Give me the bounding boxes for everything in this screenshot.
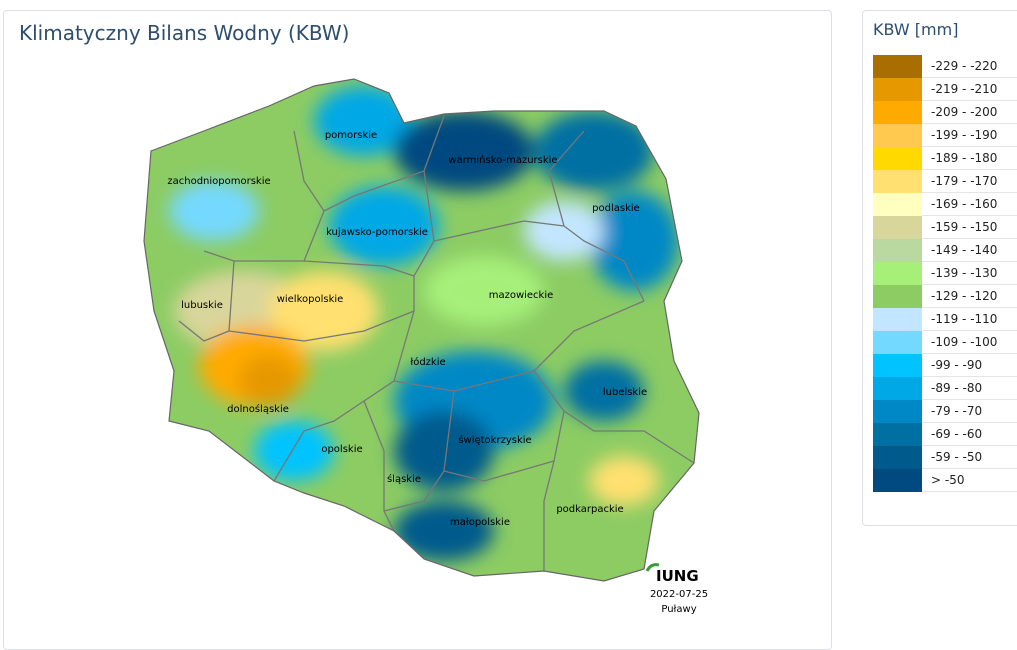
legend-label: -179 - -170 — [931, 174, 998, 188]
title: Klimatyczny Bilans Wodny (KBW) — [19, 21, 350, 45]
legend-swatch — [873, 124, 922, 147]
legend-label: -199 - -190 — [931, 128, 998, 142]
legend-item: -129 - -120 — [873, 285, 1017, 308]
legend-swatch — [873, 446, 922, 469]
legend-swatch — [873, 193, 922, 216]
legend-swatch — [873, 400, 922, 423]
legend-item: -169 - -160 — [873, 193, 1017, 216]
legend-label: -69 - -60 — [931, 427, 983, 441]
region-label: lubelskie — [603, 387, 647, 398]
region-label: opolskie — [321, 444, 362, 455]
legend-item: -119 - -110 — [873, 308, 1017, 331]
legend-swatch — [873, 469, 922, 492]
legend-item: -59 - -50 — [873, 446, 1017, 469]
legend-label: -129 - -120 — [931, 289, 998, 303]
legend-item: -89 - -80 — [873, 377, 1017, 400]
legend-swatch — [873, 170, 922, 193]
legend-swatch — [873, 55, 922, 78]
region-label: wielkopolskie — [277, 294, 344, 305]
legend-item: -199 - -190 — [873, 124, 1017, 147]
legend-swatch — [873, 285, 922, 308]
region-label: podlaskie — [592, 203, 640, 214]
legend-item: -139 - -130 — [873, 262, 1017, 285]
legend-label: -109 - -100 — [931, 335, 998, 349]
legend-swatch — [873, 377, 922, 400]
legend-label: -229 - -220 — [931, 59, 998, 73]
logo-mark — [645, 563, 660, 572]
legend-label: -139 - -130 — [931, 266, 998, 280]
legend-item: -149 - -140 — [873, 239, 1017, 262]
legend-label: -79 - -70 — [931, 404, 983, 418]
legend-label: -59 - -50 — [931, 450, 983, 464]
legend-swatch — [873, 354, 922, 377]
legend-swatch — [873, 239, 922, 262]
region-label: małopolskie — [450, 517, 510, 528]
legend-item: -109 - -100 — [873, 331, 1017, 354]
legend-label: -89 - -80 — [931, 381, 983, 395]
legend-swatch — [873, 147, 922, 170]
region-label: świętokrzyskie — [458, 434, 531, 446]
legend-swatch — [873, 308, 922, 331]
legend-swatch — [873, 101, 922, 124]
legend-item: -209 - -200 — [873, 101, 1017, 124]
legend-item: > -50 — [873, 469, 1017, 492]
kbw-raster — [144, 79, 699, 581]
legend-label: -189 - -180 — [931, 151, 998, 165]
legend-swatch — [873, 216, 922, 239]
legend-item: -69 - -60 — [873, 423, 1017, 446]
legend-swatch — [873, 78, 922, 101]
region-label: kujawsko-pomorskie — [326, 227, 428, 238]
map-card: Klimatyczny Bilans Wodny (KBW) — [3, 10, 832, 650]
legend-label: -219 - -210 — [931, 82, 998, 96]
legend-label: > -50 — [931, 473, 965, 487]
map: IUNG 2022-07-25 Puławy pomorskie warmińsk… — [143, 78, 708, 615]
logo: IUNG — [656, 567, 699, 585]
region-label: zachodniopomorskie — [167, 176, 270, 187]
legend-label: -149 - -140 — [931, 243, 998, 257]
page: Klimatyczny Bilans Wodny (KBW) — [3, 10, 1017, 650]
legend-item: -229 - -220 — [873, 55, 1017, 78]
legend-label: -209 - -200 — [931, 105, 998, 119]
legend-swatch — [873, 423, 922, 446]
legend-swatch — [873, 262, 922, 285]
legend-label: -169 - -160 — [931, 197, 998, 211]
legend-item: -99 - -90 — [873, 354, 1017, 377]
legend-card: KBW [mm] -229 - -220 -219 - -210 -209 - -2… — [862, 10, 1017, 526]
region-label: mazowieckie — [489, 290, 554, 301]
legend-item: -219 - -210 — [873, 78, 1017, 101]
legend-label: -99 - -90 — [931, 358, 983, 372]
legend-label: -119 - -110 — [931, 312, 998, 326]
region-label: pomorskie — [325, 130, 377, 141]
legend-label: -159 - -150 — [931, 220, 998, 234]
legend-swatch — [873, 331, 922, 354]
region-label: warmińsko-mazurskie — [448, 154, 557, 166]
legend-item: -79 - -70 — [873, 400, 1017, 423]
legend-item: -159 - -150 — [873, 216, 1017, 239]
country-border — [143, 78, 700, 582]
legend-item: -189 - -180 — [873, 147, 1017, 170]
legend-title: KBW [mm] — [873, 20, 959, 39]
date: 2022-07-25 — [650, 589, 708, 600]
region-label: podkarpackie — [556, 504, 623, 515]
region-label: dolnośląskie — [227, 403, 289, 415]
region-label: śląskie — [387, 473, 421, 485]
place: Puławy — [661, 604, 696, 615]
legend-item: -179 - -170 — [873, 170, 1017, 193]
region-label: łódzkie — [410, 356, 445, 368]
region-label: lubuskie — [181, 300, 223, 311]
